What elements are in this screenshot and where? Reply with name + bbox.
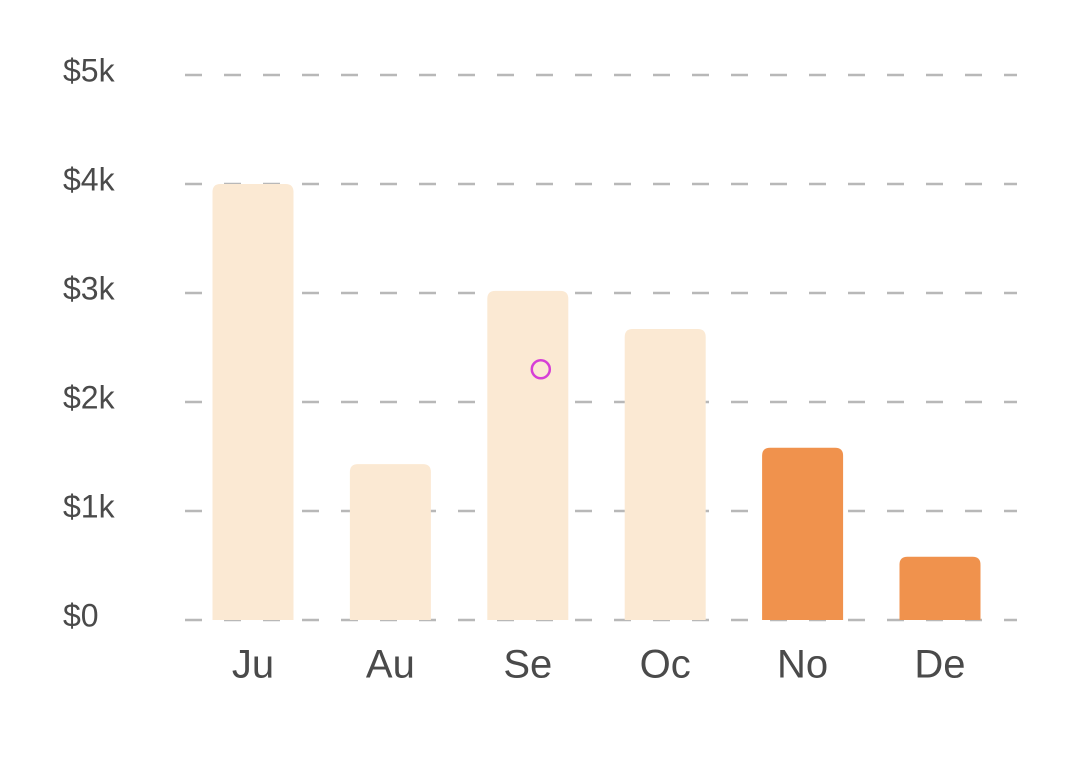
x-tick-label: Oc — [640, 643, 691, 687]
x-axis-ticks: Ju Au Se Oc No De — [232, 643, 966, 687]
bar-de[interactable] — [899, 556, 981, 620]
bar-oc[interactable] — [624, 328, 706, 620]
x-tick-label: Se — [503, 643, 552, 687]
bar-se[interactable] — [487, 290, 569, 620]
bar-au[interactable] — [349, 464, 431, 620]
bar-ju[interactable] — [212, 184, 294, 620]
y-tick-label: $3k — [63, 270, 116, 306]
y-tick-label: $5k — [63, 52, 116, 88]
y-tick-label: $1k — [63, 488, 116, 524]
y-axis-ticks: $0 $1k $2k $3k $4k $5k — [63, 52, 116, 633]
bar-no[interactable] — [762, 447, 844, 620]
y-tick-label: $4k — [63, 161, 116, 197]
grid-lines — [185, 73, 1017, 622]
x-tick-label: Au — [366, 643, 415, 687]
x-tick-label: No — [777, 643, 828, 687]
x-tick-label: Ju — [232, 643, 274, 687]
y-tick-label: $0 — [63, 597, 99, 633]
cursor-marker — [530, 359, 552, 380]
x-tick-label: De — [914, 643, 965, 687]
bars — [212, 184, 981, 620]
y-tick-label: $2k — [63, 379, 116, 415]
cursor-layer — [530, 359, 552, 380]
